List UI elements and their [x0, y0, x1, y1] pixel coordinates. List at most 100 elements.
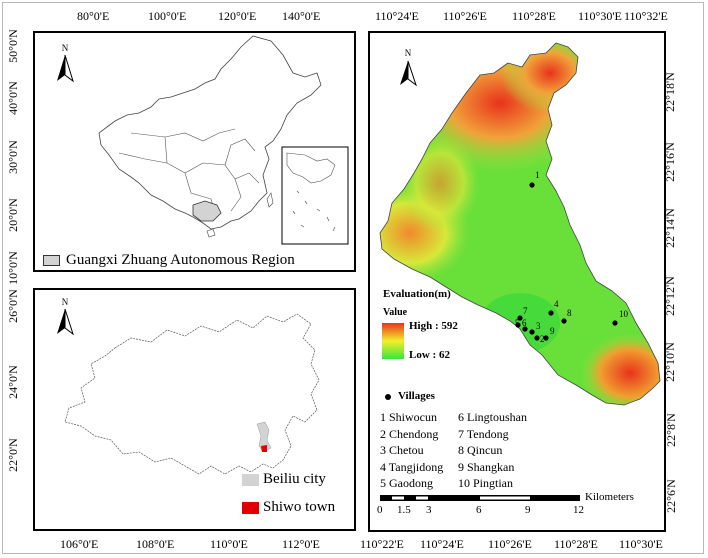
value-label: Value — [383, 307, 408, 318]
study-bottom-tick: 110°24'E — [420, 537, 464, 551]
guangxi-highlight — [192, 200, 222, 222]
village-list-item: 7 Tendong — [458, 426, 509, 441]
village-marker — [548, 310, 554, 316]
village-marker — [561, 318, 567, 324]
china-top-tick: 80°0'E — [77, 9, 110, 23]
villages-legend-dot — [385, 394, 391, 400]
village-list-item: 9 Shangkan — [458, 459, 515, 474]
study-top-tick: 110°26'E — [443, 9, 487, 23]
study-top-tick: 110°28'E — [512, 9, 556, 23]
china-map-panel: N Guangxi Zhuang Autonomous Region — [33, 31, 356, 272]
scale-tick: 3 — [426, 504, 432, 516]
guangxi-bottom-tick: 110°0'E — [210, 537, 248, 551]
study-bottom-tick: 110°22'E — [360, 537, 404, 551]
village-list-item: 2 Chendong — [380, 426, 439, 441]
villages-list-col2: 6 Lingtoushan 7 Tendong 8 Qincun 9 Shang… — [458, 409, 527, 492]
village-marker — [517, 315, 523, 321]
china-left-tick: 30°0'N — [5, 140, 20, 174]
guangxi-left-tick: 24°0'N — [5, 365, 20, 399]
scale-tick: 9 — [525, 504, 531, 516]
north-arrow-icon: N — [57, 297, 74, 336]
scale-tick: 12 — [573, 504, 584, 516]
villages-list-col1: 1 Shiwocun 2 Chendong 3 Chetou 4 Tangjid… — [380, 409, 443, 492]
beiliu-swatch — [242, 473, 259, 486]
study-bottom-tick: 110°26'E — [488, 537, 532, 551]
elevation-color-ramp — [382, 323, 404, 359]
beiliu-legend-label: Beiliu city — [263, 471, 326, 487]
village-marker-label: 2 — [540, 334, 545, 344]
guangxi-left-tick: 26°0'N — [5, 289, 20, 323]
guangxi-swatch — [43, 255, 60, 267]
guangxi-map: N — [57, 297, 320, 475]
village-marker-label: 1 — [535, 170, 540, 180]
guangxi-north-label: N — [62, 297, 69, 307]
guangxi-map-panel: N Beiliu city Shiwo town — [33, 288, 356, 531]
beiliu-city-area — [256, 421, 272, 453]
village-marker — [534, 335, 540, 341]
china-top-tick: 140°0'E — [282, 9, 321, 23]
village-marker-label: 6 — [522, 318, 527, 328]
village-marker-label: 5 — [515, 318, 520, 328]
guangxi-bottom-tick: 112°0'E — [282, 537, 320, 551]
scale-tick: 0 — [377, 504, 383, 516]
study-north-label: N — [405, 48, 412, 58]
study-area-panel: N 1 2 3 4 5 6 7 8 9 10 Evaluat — [368, 31, 666, 532]
high-label: High : 592 — [409, 320, 458, 332]
beiliu-legend: Beiliu city — [242, 471, 326, 488]
scale-tick: 1.5 — [397, 504, 411, 516]
north-arrow-icon: N — [400, 48, 417, 87]
study-bottom-tick: 110°28'E — [554, 537, 598, 551]
north-arrow-icon: N — [57, 43, 74, 83]
china-top-tick: 100°0'E — [148, 9, 187, 23]
scale-bar — [380, 495, 580, 501]
village-marker — [515, 322, 521, 328]
village-list-item: 1 Shiwocun — [380, 410, 437, 424]
village-list-item: 6 Lingtoushan — [458, 410, 527, 424]
low-label: Low : 62 — [409, 349, 450, 361]
guangxi-bottom-tick: 108°0'E — [136, 537, 175, 551]
village-marker — [529, 182, 535, 188]
village-list-item: 10 Pingtian — [458, 476, 514, 490]
elevation-map: N 1 2 3 4 5 6 7 8 9 10 — [379, 42, 661, 501]
village-list-item: 3 Chetou — [380, 443, 424, 457]
scale-tick: 6 — [476, 504, 482, 516]
evaluation-title: Evaluation(m) — [383, 288, 451, 300]
village-marker — [543, 335, 549, 341]
village-marker — [612, 320, 618, 326]
shiwo-legend-label: Shiwo town — [263, 499, 336, 515]
scale-unit: Kilometers — [585, 491, 634, 503]
shiwo-swatch — [242, 501, 259, 514]
village-marker-label: 10 — [619, 309, 629, 319]
village-marker — [522, 326, 528, 332]
village-marker-label: 3 — [536, 321, 541, 331]
village-marker-label: 8 — [567, 308, 572, 318]
china-top-tick: 120°0'E — [218, 9, 257, 23]
china-north-label: N — [62, 43, 69, 53]
shiwo-legend: Shiwo town — [242, 499, 335, 516]
study-top-tick: 110°30'E — [578, 9, 622, 23]
china-left-tick: 50°0'N — [5, 29, 20, 63]
villages-title: Villages — [398, 390, 435, 402]
guangxi-bottom-tick: 106°0'E — [60, 537, 99, 551]
study-top-tick: 110°32'E — [624, 9, 668, 23]
china-left-tick: 20°0'N — [5, 198, 20, 232]
village-marker-label: 9 — [550, 326, 555, 336]
village-marker-label: 7 — [523, 306, 528, 316]
china-left-tick: 10°0'N — [5, 251, 20, 285]
village-list-item: 5 Gaodong — [380, 476, 433, 490]
guangxi-left-tick: 22°0'N — [5, 438, 20, 472]
village-marker-label: 4 — [554, 299, 559, 309]
village-list-item: 8 Qincun — [458, 443, 503, 457]
study-top-tick: 110°24'E — [375, 9, 419, 23]
village-list-item: 4 Tangjidong — [380, 459, 444, 474]
china-map: N — [57, 35, 349, 245]
china-left-tick: 40°0'N — [5, 81, 20, 115]
shiwo-town-area — [261, 445, 267, 452]
village-marker — [529, 329, 535, 335]
study-bottom-tick: 110°30'E — [619, 537, 663, 551]
china-legend-label: Guangxi Zhuang Autonomous Region — [66, 252, 295, 268]
elevation-raster — [380, 43, 660, 405]
china-legend: Guangxi Zhuang Autonomous Region — [43, 252, 295, 269]
village-markers: 1 2 3 4 5 6 7 8 9 10 — [515, 170, 629, 344]
